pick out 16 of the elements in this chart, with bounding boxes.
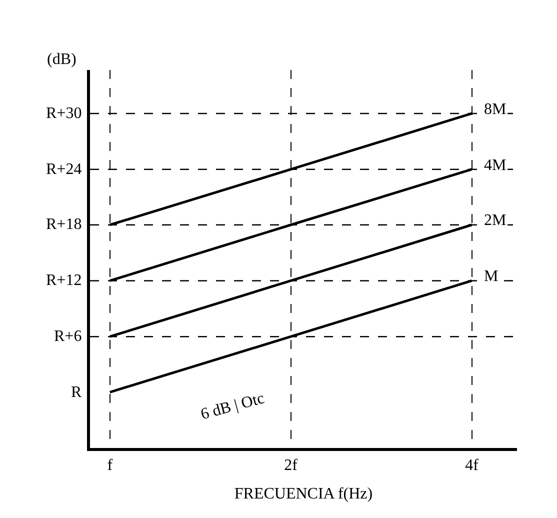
series-label: M [484, 268, 498, 285]
ref-line-label: R+30 [46, 105, 82, 122]
series-label: 2M [484, 212, 506, 229]
x-tick-label: f [107, 456, 114, 474]
x-tick-label: 4f [465, 456, 480, 474]
series-label: 8M [484, 101, 506, 118]
y-axis-title: (dB) [47, 51, 76, 68]
series-label: 4M [484, 157, 506, 174]
annotation: 6 dB | Otc [198, 390, 266, 424]
ref-line-label: R+18 [46, 216, 82, 233]
x-axis-title: FRECUENCIA f(Hz) [234, 486, 373, 503]
ref-line-label: R+12 [46, 272, 82, 289]
text: R [71, 384, 82, 401]
ref-line-label: R+24 [46, 161, 82, 178]
ref-line-label: R+6 [54, 328, 82, 345]
x-tick-label: 2f [284, 456, 298, 474]
